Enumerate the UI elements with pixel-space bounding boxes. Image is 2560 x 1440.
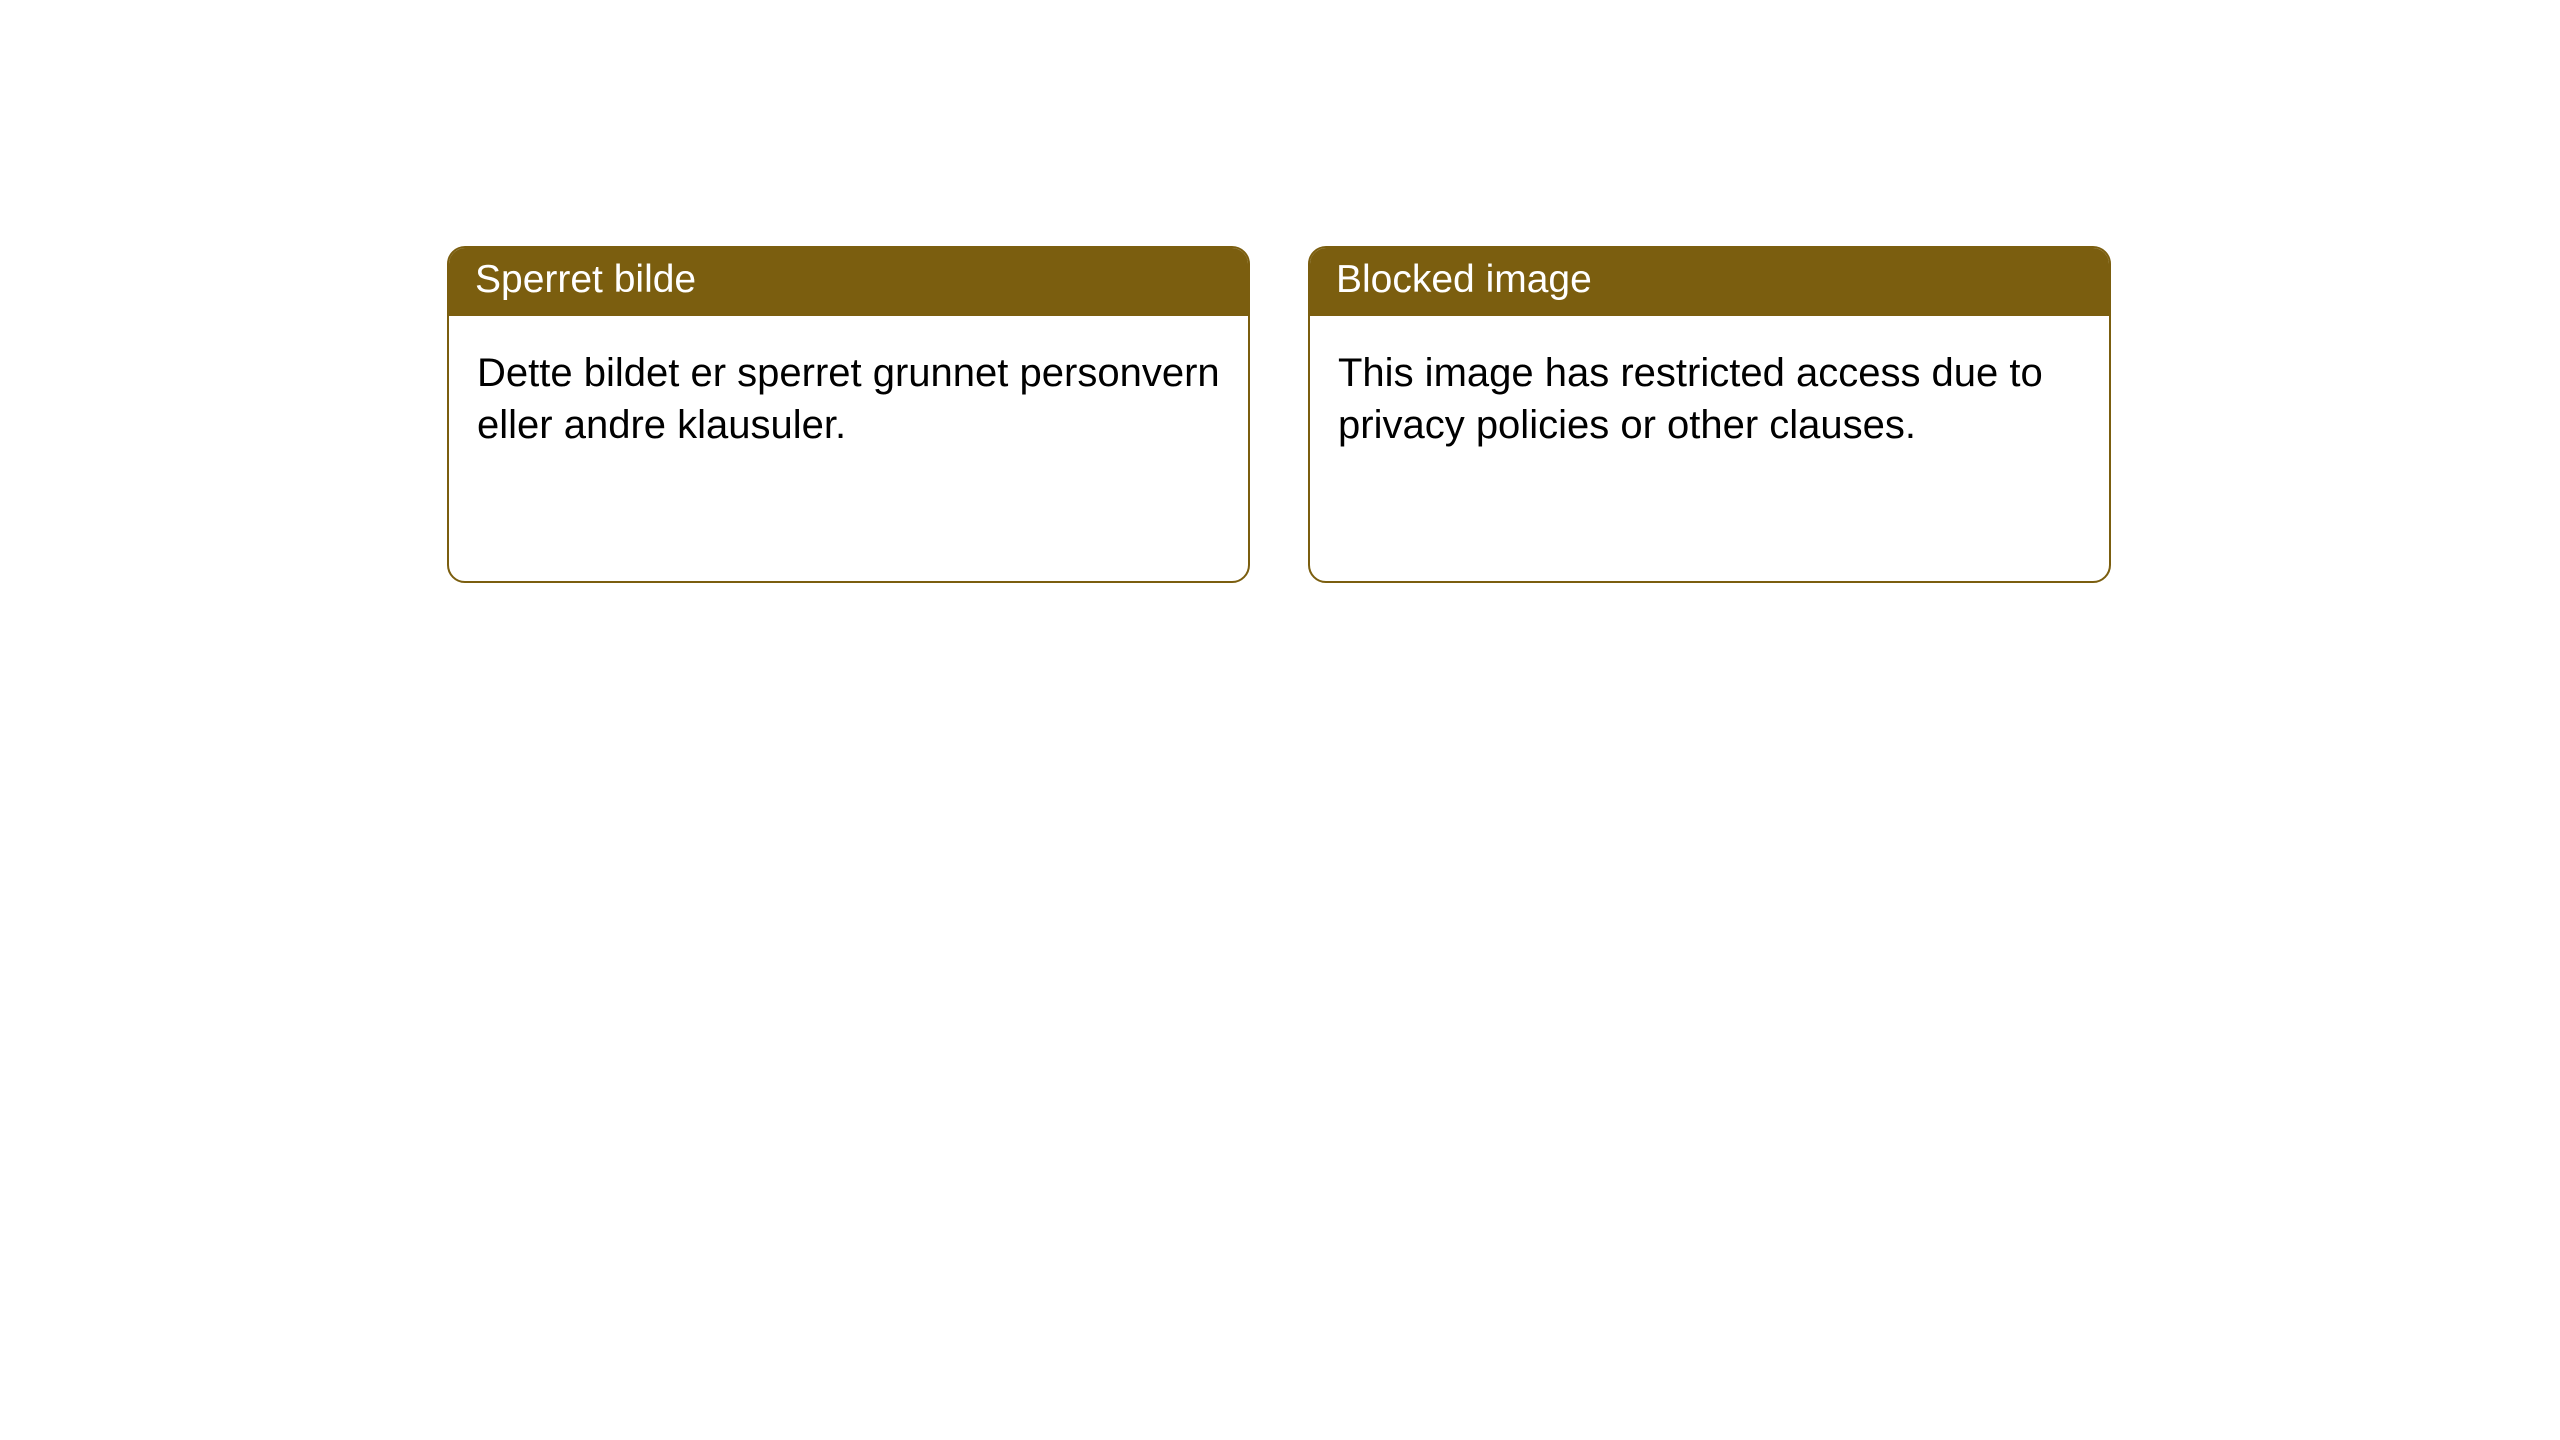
card-header-english: Blocked image	[1310, 248, 2109, 316]
card-body-norwegian: Dette bildet er sperret grunnet personve…	[449, 316, 1248, 483]
notice-container: Sperret bilde Dette bildet er sperret gr…	[0, 0, 2560, 583]
card-body-english: This image has restricted access due to …	[1310, 316, 2109, 483]
notice-card-english: Blocked image This image has restricted …	[1308, 246, 2111, 583]
card-message: Dette bildet er sperret grunnet personve…	[477, 351, 1220, 447]
card-header-norwegian: Sperret bilde	[449, 248, 1248, 316]
card-message: This image has restricted access due to …	[1338, 351, 2043, 447]
card-title: Sperret bilde	[475, 258, 696, 301]
notice-card-norwegian: Sperret bilde Dette bildet er sperret gr…	[447, 246, 1250, 583]
card-title: Blocked image	[1336, 258, 1592, 301]
